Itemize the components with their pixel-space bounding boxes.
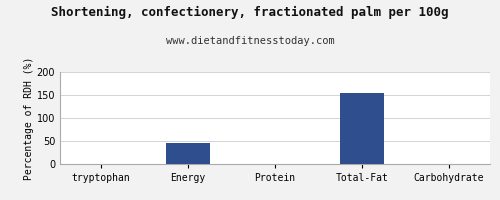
Text: www.dietandfitnesstoday.com: www.dietandfitnesstoday.com: [166, 36, 334, 46]
Bar: [166, 143, 210, 164]
Bar: [340, 93, 384, 164]
Y-axis label: Percentage of RDH (%): Percentage of RDH (%): [24, 56, 34, 180]
Text: Shortening, confectionery, fractionated palm per 100g: Shortening, confectionery, fractionated …: [52, 6, 449, 19]
